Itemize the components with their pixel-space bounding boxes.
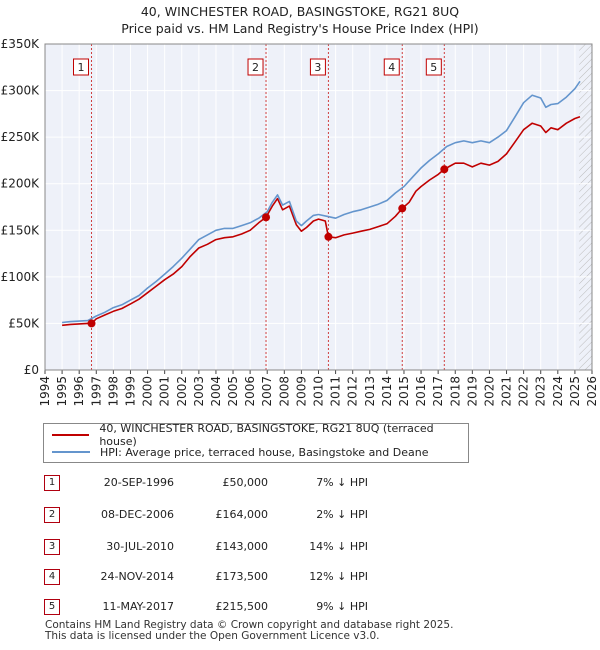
- y-tick-label: £150K: [1, 223, 41, 237]
- x-tick-label: 2019: [465, 376, 479, 407]
- forecast-hatch: [579, 44, 592, 370]
- x-tick-label: 2009: [294, 376, 308, 407]
- y-tick-label: £300K: [1, 84, 41, 98]
- y-tick-label: £50K: [8, 316, 40, 330]
- sale-date: 30-JUL-2010: [106, 540, 174, 553]
- x-tick-label: 2000: [141, 376, 155, 407]
- sale-row: 1 20-SEP-1996 £50,000 7% ↓ HPI: [38, 475, 398, 493]
- sale-row: 2 08-DEC-2006 £164,000 2% ↓ HPI: [38, 507, 398, 525]
- sale-label-box: [72, 58, 89, 76]
- sale-label-text: 4: [388, 61, 395, 74]
- x-tick-label: 2004: [209, 376, 223, 407]
- sale-date: 20-SEP-1996: [103, 476, 174, 489]
- x-tick-label: 2023: [534, 376, 548, 407]
- sale-price: £173,500: [215, 570, 269, 583]
- sale-date: 08-DEC-2006: [100, 508, 174, 521]
- x-tick-label: 2005: [226, 376, 240, 407]
- x-tick-label: 2025: [568, 376, 582, 407]
- x-tick-label: 1995: [55, 376, 69, 407]
- x-tick-label: 2006: [243, 376, 257, 407]
- sale-date: 24-NOV-2014: [100, 570, 174, 583]
- sale-marker: [324, 232, 333, 241]
- y-tick-label: £200K: [1, 177, 41, 191]
- sale-hpi-diff: 7% ↓ HPI: [316, 476, 368, 489]
- x-tick-label: 1994: [38, 376, 52, 407]
- footer-licence: This data is licensed under the Open Gov…: [45, 630, 380, 642]
- sale-label-box: [247, 58, 264, 76]
- x-tick-label: 2015: [397, 376, 411, 407]
- x-tick-label: 2012: [346, 376, 360, 407]
- sale-label-box: [309, 58, 326, 76]
- x-tick-label: 1998: [106, 376, 120, 407]
- sale-price: £50,000: [222, 476, 269, 489]
- x-tick-label: 2002: [175, 376, 189, 407]
- x-tick-label: 2010: [312, 376, 326, 407]
- y-tick-label: £250K: [1, 130, 41, 144]
- sale-label-box: [425, 58, 442, 76]
- sale-number-badge: 1: [44, 475, 60, 491]
- sale-label-text: 3: [314, 61, 321, 74]
- sale-number-badge: 4: [44, 569, 60, 585]
- x-tick-label: 2014: [380, 376, 394, 407]
- sale-number-badge: 2: [44, 507, 60, 523]
- y-tick-label: £350K: [1, 37, 41, 51]
- x-tick-label: 2001: [158, 376, 172, 407]
- sale-number-badge: 5: [44, 599, 60, 615]
- sale-label-text: 2: [252, 61, 259, 74]
- hpi-line: [62, 80, 581, 324]
- chart-title-line2: Price paid vs. HM Land Registry's House …: [121, 21, 479, 36]
- legend-swatch-blue: [52, 451, 90, 453]
- legend-entry-hpi: HPI: Average price, terraced house, Basi…: [52, 444, 428, 460]
- x-tick-label: 2020: [482, 376, 496, 407]
- sale-label-text: 1: [77, 61, 84, 74]
- property-price-line: [62, 115, 581, 327]
- sale-number-badge: 3: [44, 539, 60, 555]
- price-chart: 1 2 3 4 5 £0 £50K £100K £150K £200K £250K £300K £35…: [1, 37, 599, 407]
- x-tick-label: 2021: [500, 376, 514, 407]
- sale-label-box: [383, 58, 400, 76]
- plot-frame: [44, 43, 593, 371]
- sale-marker: [440, 165, 449, 174]
- sale-marker: [87, 319, 96, 328]
- x-tick-label: 2024: [551, 376, 565, 407]
- x-tick-label: 2022: [517, 376, 531, 407]
- x-tick-label: 2013: [363, 376, 377, 407]
- x-tick-label: 2016: [414, 376, 428, 407]
- sale-price: £164,000: [215, 508, 269, 521]
- sale-label-text: 5: [430, 61, 437, 74]
- sale-hpi-diff: 9% ↓ HPI: [316, 600, 368, 613]
- legend-swatch-red: [52, 434, 90, 436]
- x-tick-label: 2008: [277, 376, 291, 407]
- chart-legend: 40, WINCHESTER ROAD, BASINGSTOKE, RG21 8…: [43, 422, 469, 463]
- sale-marker: [398, 204, 407, 213]
- x-tick-label: 2026: [585, 376, 599, 407]
- x-tick-label: 2007: [260, 376, 274, 407]
- sale-hpi-diff: 2% ↓ HPI: [316, 508, 368, 521]
- x-tick-label: 2003: [192, 376, 206, 407]
- sale-hpi-diff: 14% ↓ HPI: [309, 540, 368, 553]
- sale-row: 5 11-MAY-2017 £215,500 9% ↓ HPI: [38, 599, 398, 617]
- sale-price: £143,000: [215, 540, 269, 553]
- footer: Contains HM Land Registry data © Crown c…: [45, 620, 453, 642]
- sale-date: 11-MAY-2017: [102, 600, 174, 613]
- sale-row: 4 24-NOV-2014 £173,500 12% ↓ HPI: [38, 569, 398, 587]
- x-tick-label: 2018: [448, 376, 462, 407]
- sale-row: 3 30-JUL-2010 £143,000 14% ↓ HPI: [38, 539, 398, 557]
- x-tick-label: 2011: [329, 376, 343, 407]
- legend-label-hpi: HPI: Average price, terraced house, Basi…: [100, 445, 429, 459]
- x-tick-label: 1996: [72, 376, 86, 407]
- legend-entry-property: 40, WINCHESTER ROAD, BASINGSTOKE, RG21 8…: [52, 422, 468, 448]
- legend-label-property: 40, WINCHESTER ROAD, BASINGSTOKE, RG21 8…: [99, 422, 434, 448]
- y-tick-label: £100K: [1, 270, 41, 284]
- sale-marker: [262, 213, 271, 222]
- x-tick-label: 1999: [123, 376, 137, 407]
- y-tick-label: £0: [24, 363, 39, 377]
- footer-copyright: Contains HM Land Registry data © Crown c…: [45, 619, 454, 631]
- x-tick-label: 1997: [89, 376, 103, 407]
- chart-title-line1: 40, WINCHESTER ROAD, BASINGSTOKE, RG21 8…: [140, 4, 460, 19]
- x-tick-label: 2017: [431, 376, 445, 407]
- sale-hpi-diff: 12% ↓ HPI: [309, 570, 368, 583]
- sale-price: £215,500: [215, 600, 269, 613]
